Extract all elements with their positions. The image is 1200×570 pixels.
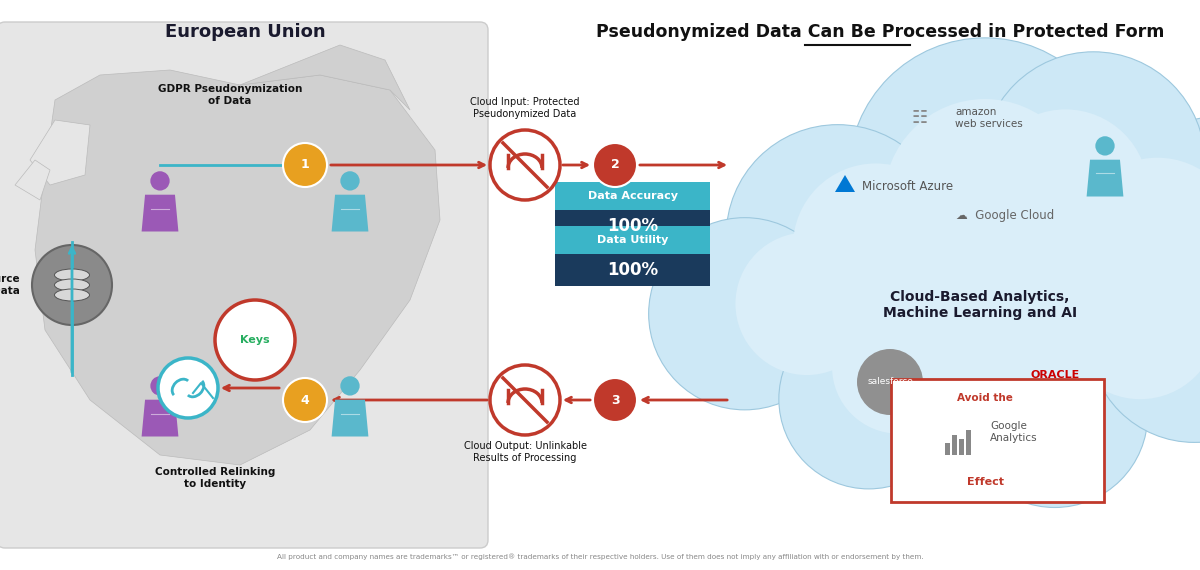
Circle shape xyxy=(490,130,560,200)
Polygon shape xyxy=(331,400,368,437)
Polygon shape xyxy=(14,160,50,200)
Text: Cloud-Based Analytics,
Machine Learning and AI: Cloud-Based Analytics, Machine Learning … xyxy=(883,290,1078,320)
Circle shape xyxy=(983,109,1148,275)
Circle shape xyxy=(593,378,637,422)
FancyBboxPatch shape xyxy=(966,430,971,455)
Text: ORACLE: ORACLE xyxy=(1031,370,1080,380)
FancyBboxPatch shape xyxy=(0,22,488,548)
Polygon shape xyxy=(331,195,368,231)
Text: Cloud Output: Unlinkable
Results of Processing: Cloud Output: Unlinkable Results of Proc… xyxy=(463,441,587,463)
Polygon shape xyxy=(835,175,856,192)
Circle shape xyxy=(1075,158,1200,323)
Circle shape xyxy=(982,52,1200,275)
Circle shape xyxy=(779,309,959,489)
Circle shape xyxy=(593,143,637,187)
FancyBboxPatch shape xyxy=(554,182,710,210)
Text: European Union: European Union xyxy=(164,23,325,41)
Circle shape xyxy=(341,171,360,190)
Text: Keys: Keys xyxy=(240,335,270,345)
Circle shape xyxy=(961,321,1147,507)
Circle shape xyxy=(215,300,295,380)
Text: 100%: 100% xyxy=(607,261,658,279)
Circle shape xyxy=(793,164,959,329)
Polygon shape xyxy=(142,195,179,231)
Circle shape xyxy=(490,365,560,435)
Text: Pseudonymized Data Can Be Processed in Protected Form: Pseudonymized Data Can Be Processed in P… xyxy=(596,23,1164,41)
Circle shape xyxy=(1096,136,1115,156)
Ellipse shape xyxy=(54,289,90,301)
Circle shape xyxy=(1106,117,1200,340)
Circle shape xyxy=(150,171,169,190)
Text: Cloud Input: Protected
Pseudonymized Data: Cloud Input: Protected Pseudonymized Dat… xyxy=(470,97,580,119)
Text: ☷: ☷ xyxy=(912,109,928,127)
Text: 4: 4 xyxy=(301,393,310,406)
Circle shape xyxy=(848,38,1122,311)
Circle shape xyxy=(283,378,326,422)
FancyBboxPatch shape xyxy=(959,439,964,455)
Polygon shape xyxy=(142,400,179,437)
FancyBboxPatch shape xyxy=(554,210,710,242)
Ellipse shape xyxy=(54,269,90,281)
Text: Source
Data: Source Data xyxy=(0,274,20,296)
FancyBboxPatch shape xyxy=(554,226,710,254)
Polygon shape xyxy=(35,70,440,465)
FancyBboxPatch shape xyxy=(554,254,710,286)
Circle shape xyxy=(832,300,966,434)
Circle shape xyxy=(1088,231,1200,442)
Text: Data Accuracy: Data Accuracy xyxy=(588,191,678,201)
Text: All product and company names are trademarks™ or registered® trademarks of their: All product and company names are tradem… xyxy=(277,553,923,560)
Text: CLOUD: CLOUD xyxy=(1039,393,1070,401)
Text: Google
Analytics: Google Analytics xyxy=(990,421,1038,443)
Circle shape xyxy=(857,349,923,415)
Text: 2: 2 xyxy=(611,158,619,172)
Text: Microsoft Azure: Microsoft Azure xyxy=(862,181,953,193)
Circle shape xyxy=(736,233,878,375)
FancyBboxPatch shape xyxy=(952,435,958,455)
Text: amazon
web services: amazon web services xyxy=(955,107,1022,129)
Circle shape xyxy=(726,125,949,348)
Circle shape xyxy=(341,376,360,396)
FancyBboxPatch shape xyxy=(946,443,950,455)
Text: Effect: Effect xyxy=(966,477,1003,487)
Text: salesforce: salesforce xyxy=(868,377,913,386)
Text: Controlled Relinking
to Identity: Controlled Relinking to Identity xyxy=(155,467,275,489)
Circle shape xyxy=(967,310,1105,447)
Circle shape xyxy=(853,149,1117,413)
Text: Data Utility: Data Utility xyxy=(596,235,668,245)
Text: GDPR Pseudonymization
of Data: GDPR Pseudonymization of Data xyxy=(158,84,302,106)
Circle shape xyxy=(649,218,841,410)
Ellipse shape xyxy=(54,279,90,291)
Circle shape xyxy=(283,143,326,187)
Polygon shape xyxy=(1087,160,1123,197)
Circle shape xyxy=(150,376,169,396)
Polygon shape xyxy=(30,120,90,185)
Polygon shape xyxy=(240,45,410,110)
Text: ☁  Google Cloud: ☁ Google Cloud xyxy=(956,209,1054,222)
Circle shape xyxy=(32,245,112,325)
Circle shape xyxy=(158,358,218,418)
Text: 3: 3 xyxy=(611,393,619,406)
Text: 1: 1 xyxy=(301,158,310,172)
Circle shape xyxy=(806,104,1163,461)
Circle shape xyxy=(1062,243,1200,399)
Text: Avoid the: Avoid the xyxy=(958,393,1013,403)
FancyBboxPatch shape xyxy=(890,379,1104,502)
Text: 100%: 100% xyxy=(607,217,658,235)
Circle shape xyxy=(883,99,1086,302)
